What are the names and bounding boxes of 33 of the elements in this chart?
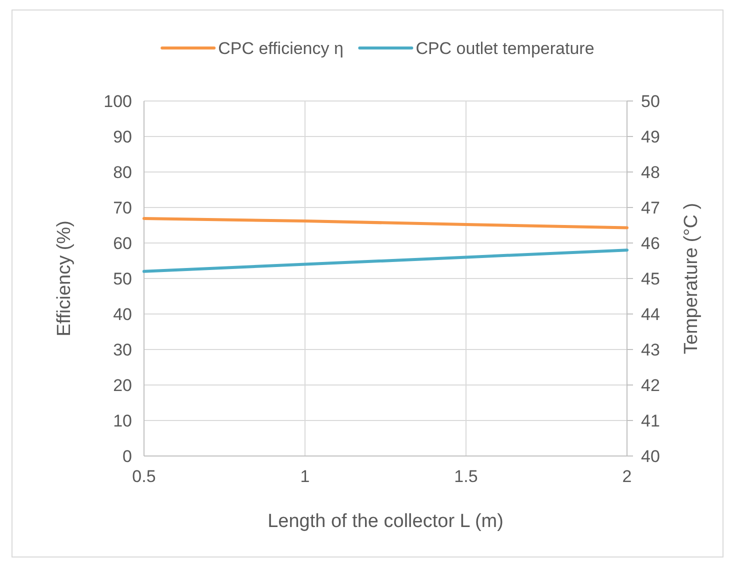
y2-tick-label: 49 (641, 127, 660, 146)
y2-tick-label: 46 (641, 234, 660, 253)
y-tick-label: 80 (113, 162, 132, 182)
line-series (142, 217, 628, 230)
x-tick-label: 1 (300, 467, 310, 486)
y-tick-label: 50 (113, 269, 132, 288)
line-series (142, 248, 628, 273)
y-tick-label: 100 (104, 92, 132, 111)
y2-tick-label: 44 (641, 304, 660, 324)
y2-tick-label: 45 (641, 269, 660, 288)
y-tick-label: 60 (113, 234, 132, 253)
y-tick-label: 10 (113, 411, 132, 430)
x-tick-label: 0.5 (132, 467, 156, 486)
y2-tick-label: 40 (641, 446, 660, 466)
x-tick-label: 1.5 (454, 467, 478, 486)
y2-tick-label: 43 (641, 340, 660, 360)
y-tick-label: 30 (113, 340, 132, 360)
y2-tick-label: 42 (641, 376, 660, 395)
x-axis-title: Length of the collector L (m) (268, 511, 504, 532)
y-tick-label: 90 (113, 127, 132, 146)
y-tick-label: 0 (122, 446, 132, 466)
legend-label: CPC outlet temperature (416, 38, 594, 58)
y-tick-label: 70 (113, 198, 132, 218)
x-tick-label: 2 (622, 467, 632, 486)
y-tick-label: 20 (113, 376, 132, 395)
y-tick-label: 40 (113, 304, 132, 324)
y2-tick-label: 50 (641, 92, 660, 111)
y2-tick-label: 41 (641, 411, 660, 430)
y2-tick-label: 48 (641, 162, 660, 182)
y2-axis-title: Temperature (°C ) (681, 202, 702, 354)
legend-label: CPC efficiency η (218, 38, 344, 58)
y-axis-title: Efficiency (%) (54, 220, 75, 336)
y2-tick-label: 47 (641, 198, 660, 218)
